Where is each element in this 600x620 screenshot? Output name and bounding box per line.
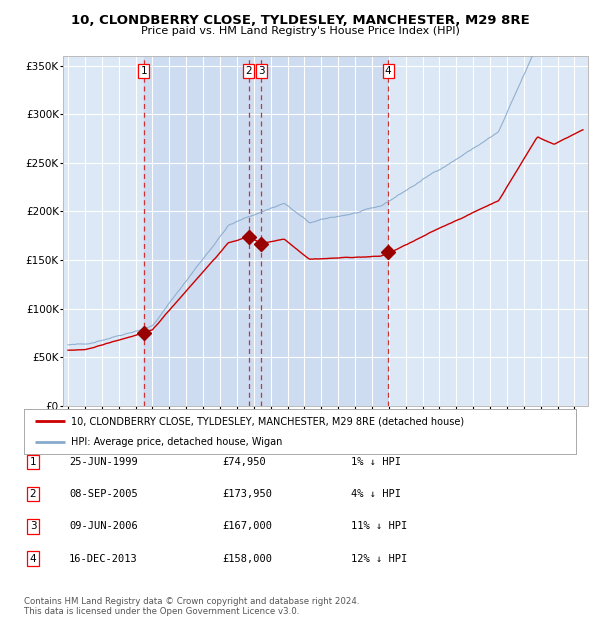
Text: 2: 2 (29, 489, 37, 499)
Text: Price paid vs. HM Land Registry's House Price Index (HPI): Price paid vs. HM Land Registry's House … (140, 26, 460, 36)
Text: 10, CLONDBERRY CLOSE, TYLDESLEY, MANCHESTER, M29 8RE (detached house): 10, CLONDBERRY CLOSE, TYLDESLEY, MANCHES… (71, 416, 464, 427)
Text: 4: 4 (29, 554, 37, 564)
Text: 4% ↓ HPI: 4% ↓ HPI (351, 489, 401, 499)
Text: 10, CLONDBERRY CLOSE, TYLDESLEY, MANCHESTER, M29 8RE: 10, CLONDBERRY CLOSE, TYLDESLEY, MANCHES… (71, 14, 529, 27)
Text: 4: 4 (385, 66, 391, 76)
Text: 3: 3 (29, 521, 37, 531)
Text: £167,000: £167,000 (222, 521, 272, 531)
Text: 1% ↓ HPI: 1% ↓ HPI (351, 457, 401, 467)
Text: £74,950: £74,950 (222, 457, 266, 467)
Text: 12% ↓ HPI: 12% ↓ HPI (351, 554, 407, 564)
Text: HPI: Average price, detached house, Wigan: HPI: Average price, detached house, Wiga… (71, 436, 282, 447)
Text: 16-DEC-2013: 16-DEC-2013 (69, 554, 138, 564)
Text: Contains HM Land Registry data © Crown copyright and database right 2024.: Contains HM Land Registry data © Crown c… (24, 597, 359, 606)
Text: 11% ↓ HPI: 11% ↓ HPI (351, 521, 407, 531)
Text: 08-SEP-2005: 08-SEP-2005 (69, 489, 138, 499)
Text: 09-JUN-2006: 09-JUN-2006 (69, 521, 138, 531)
Bar (144, 56, 388, 406)
Text: This data is licensed under the Open Government Licence v3.0.: This data is licensed under the Open Gov… (24, 607, 299, 616)
Text: 1: 1 (140, 66, 147, 76)
Text: 2: 2 (245, 66, 252, 76)
Text: 25-JUN-1999: 25-JUN-1999 (69, 457, 138, 467)
Text: 3: 3 (258, 66, 265, 76)
Text: £158,000: £158,000 (222, 554, 272, 564)
Text: £173,950: £173,950 (222, 489, 272, 499)
Text: 1: 1 (29, 457, 37, 467)
